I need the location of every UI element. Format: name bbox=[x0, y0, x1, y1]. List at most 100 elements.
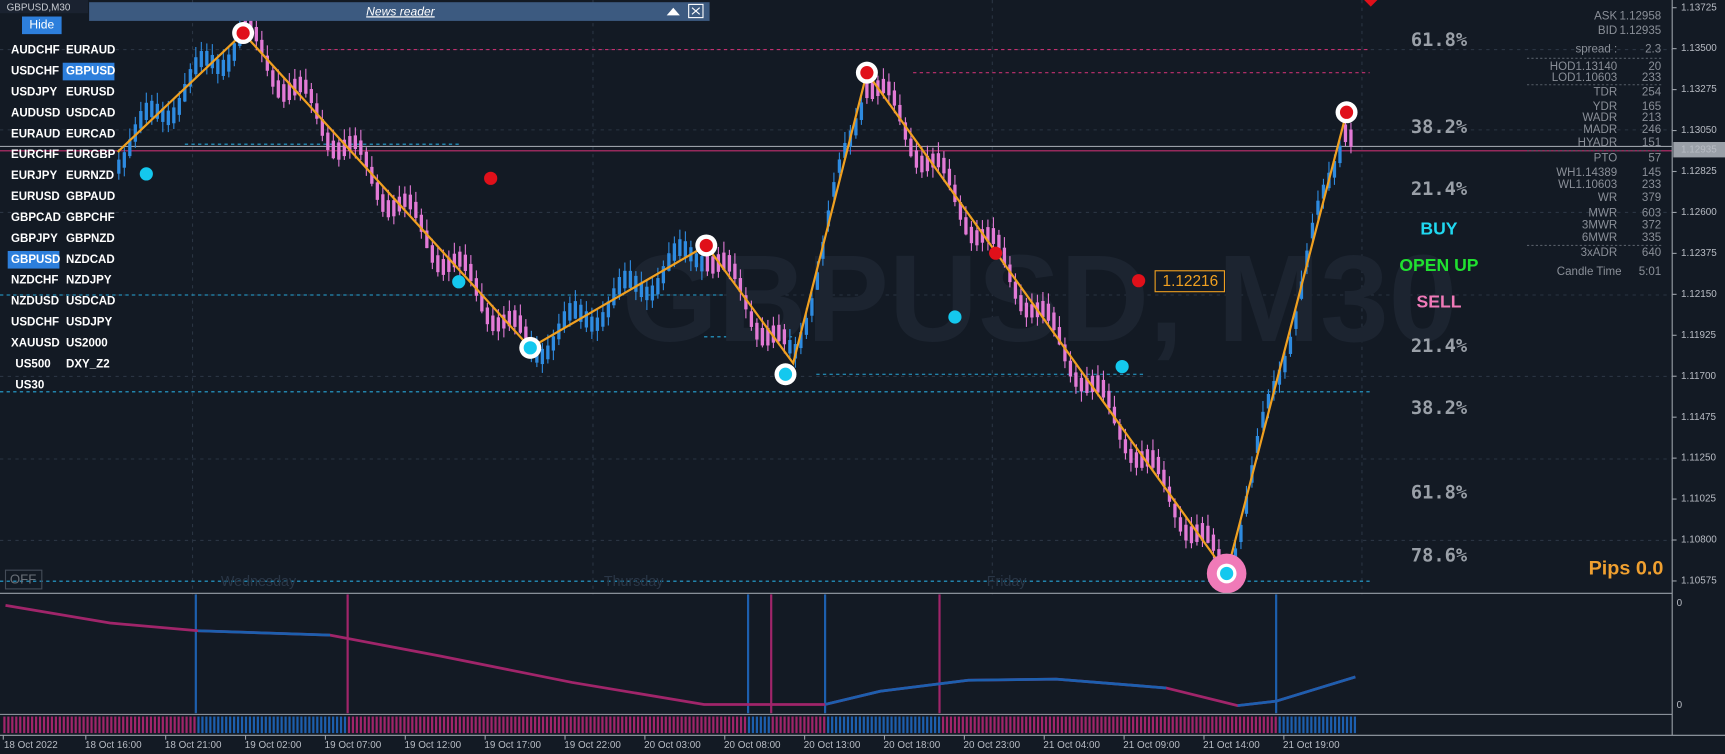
symbol-button[interactable]: EURCHF bbox=[11, 149, 59, 161]
symbol-button[interactable]: GBPJPY bbox=[11, 233, 58, 245]
price-tag: 1.12216 bbox=[1163, 273, 1219, 290]
indicator-line-blue bbox=[1237, 675, 1356, 707]
symbol-button[interactable]: EURNZD bbox=[66, 170, 114, 182]
candle-body bbox=[1277, 369, 1282, 385]
candle-body bbox=[513, 310, 517, 327]
off-label[interactable]: OFF bbox=[10, 572, 36, 587]
symbol-button[interactable]: AUDCHF bbox=[11, 45, 60, 57]
candle-body bbox=[216, 59, 220, 74]
symbol-button[interactable]: USDCHF bbox=[11, 317, 59, 329]
symbol-button[interactable]: GBPNZD bbox=[66, 233, 115, 245]
info-label: HYADR bbox=[1578, 137, 1618, 149]
candle-body bbox=[139, 111, 143, 129]
info-label: 6MWR bbox=[1582, 232, 1617, 244]
candle-body bbox=[645, 286, 649, 301]
symbol-button[interactable]: EURUSD bbox=[66, 87, 115, 99]
candle-body bbox=[282, 84, 286, 102]
candle-body bbox=[656, 278, 660, 295]
candle-body bbox=[804, 317, 809, 335]
hide-label[interactable]: Hide bbox=[29, 18, 54, 32]
close-button[interactable] bbox=[688, 3, 704, 19]
info-label: YDR bbox=[1593, 101, 1617, 113]
info-label: WR bbox=[1598, 192, 1617, 204]
symbol-button[interactable]: US30 bbox=[15, 379, 44, 391]
symbol-button[interactable]: DXY_Z2 bbox=[66, 358, 110, 370]
symbol-button[interactable]: USDCAD bbox=[66, 107, 115, 119]
fib-label: 38.2% bbox=[1411, 117, 1468, 138]
candle-body bbox=[1239, 524, 1243, 543]
symbol-button[interactable]: EURUSD bbox=[11, 191, 60, 203]
candle-body bbox=[1046, 303, 1051, 321]
info-label: BID bbox=[1598, 25, 1617, 37]
symbol-button[interactable]: AUDUSD bbox=[11, 107, 60, 119]
candle-body bbox=[799, 332, 803, 349]
info-label: WH1.14389 bbox=[1556, 167, 1617, 179]
candle-body bbox=[942, 157, 946, 174]
symbol-button[interactable]: GBPCHF bbox=[66, 212, 115, 224]
candle-body bbox=[1310, 222, 1315, 239]
info-label: LOD1.10603 bbox=[1552, 72, 1617, 84]
day-label: Wednesday bbox=[221, 574, 297, 590]
info-value: 372 bbox=[1642, 220, 1661, 232]
price-label: 1.12825 bbox=[1681, 166, 1717, 177]
info-value: 246 bbox=[1642, 124, 1661, 136]
symbol-button[interactable]: EURCAD bbox=[66, 128, 115, 140]
news-reader[interactable]: News reader bbox=[366, 4, 436, 18]
symbol-button[interactable]: GBPUSD bbox=[66, 66, 115, 78]
candle-body bbox=[1041, 300, 1045, 318]
candle-body bbox=[271, 70, 275, 87]
symbol-button[interactable]: EURGBP bbox=[66, 149, 116, 161]
info-value: 165 bbox=[1642, 101, 1661, 113]
news-reader-bar[interactable] bbox=[89, 2, 710, 21]
candle-body bbox=[458, 251, 462, 267]
price-label: 1.13050 bbox=[1681, 125, 1717, 136]
symbol-button[interactable]: US500 bbox=[15, 358, 50, 370]
symbol-button[interactable]: EURAUD bbox=[66, 45, 115, 57]
candle-body bbox=[1173, 503, 1177, 518]
info-value: 1.12958 bbox=[1619, 11, 1661, 23]
info-label: ASK bbox=[1594, 11, 1617, 23]
collapse-button[interactable] bbox=[666, 7, 680, 16]
symbol-button[interactable]: NZDUSD bbox=[11, 296, 59, 308]
candle-body bbox=[221, 59, 225, 76]
candle-body bbox=[342, 139, 346, 157]
candle-body bbox=[1112, 406, 1117, 424]
candle-body bbox=[1013, 281, 1018, 299]
candle-body bbox=[1283, 355, 1287, 373]
candle-body bbox=[232, 43, 236, 61]
symbol-button[interactable]: EURAUD bbox=[11, 128, 60, 140]
candle-body bbox=[1261, 411, 1265, 428]
symbol-button[interactable]: GBPCAD bbox=[11, 212, 61, 224]
symbol-button[interactable]: US2000 bbox=[66, 337, 108, 349]
symbol-button[interactable]: USDJPY bbox=[66, 317, 112, 329]
candle-body bbox=[1118, 424, 1122, 440]
candle-body bbox=[1189, 526, 1194, 544]
symbol-button[interactable]: EURJPY bbox=[11, 170, 57, 182]
symbol-button[interactable]: USDJPY bbox=[11, 87, 57, 99]
symbol-button[interactable]: XAUUSD bbox=[11, 337, 60, 349]
symbol-button[interactable]: NZDCAD bbox=[66, 254, 115, 266]
price-label: 1.11925 bbox=[1681, 330, 1717, 341]
symbol-button[interactable]: GBPUSD bbox=[11, 254, 60, 266]
symbol-button[interactable]: GBPAUD bbox=[66, 191, 115, 203]
hide-button[interactable] bbox=[22, 16, 62, 35]
off-button[interactable] bbox=[4, 569, 43, 590]
candle-body bbox=[1063, 344, 1067, 362]
candle-body bbox=[986, 227, 990, 242]
candle-body bbox=[1096, 375, 1100, 393]
info-value: 145 bbox=[1642, 167, 1661, 179]
info-label: Candle Time bbox=[1557, 266, 1622, 278]
candle-body bbox=[128, 139, 132, 157]
candle-body bbox=[364, 151, 368, 168]
candle-body bbox=[777, 324, 781, 342]
candle-body bbox=[683, 241, 688, 257]
symbol-button[interactable]: NZDCHF bbox=[11, 275, 58, 287]
indicator-axis-bottom: 0 bbox=[1677, 700, 1683, 711]
candle-body bbox=[969, 226, 974, 244]
symbol-button[interactable]: USDCHF bbox=[11, 66, 59, 78]
symbol-button[interactable]: USDCAD bbox=[66, 296, 115, 308]
candle-body bbox=[623, 270, 627, 289]
symbol-title: GBPUSD,M30 bbox=[7, 2, 71, 13]
symbol-button[interactable]: NZDJPY bbox=[66, 275, 112, 287]
time-label: 19 Oct 17:00 bbox=[484, 740, 541, 751]
